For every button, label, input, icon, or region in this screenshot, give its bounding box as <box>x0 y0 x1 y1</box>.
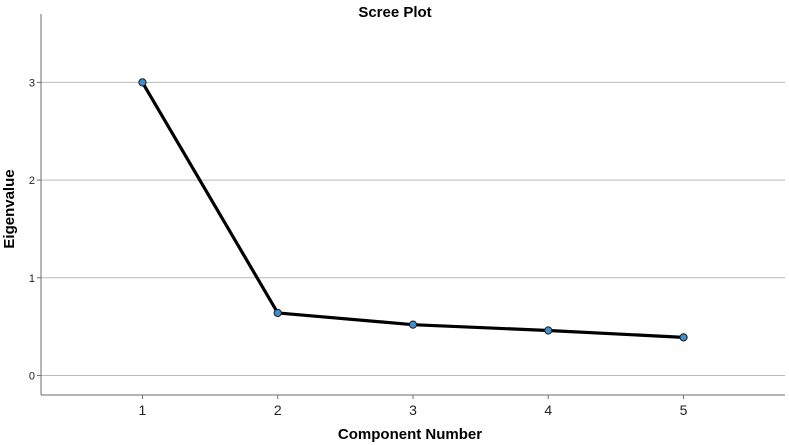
y-axis-ticks: 0 1 2 3 <box>29 77 41 382</box>
eigenvalue-markers <box>138 78 688 342</box>
x-tick-label: 1 <box>139 402 147 418</box>
data-point-4 <box>544 326 553 335</box>
chart-title: Scree Plot <box>358 4 431 21</box>
x-tick-label: 3 <box>409 402 417 418</box>
y-axis-label: Eigenvalue <box>1 169 18 248</box>
series-line <box>140 80 686 339</box>
data-point-2 <box>273 308 282 318</box>
x-axis-label: Component Number <box>338 426 482 443</box>
data-point-5 <box>679 333 688 342</box>
y-tick-label: 2 <box>29 175 35 187</box>
x-axis-ticks: 1 2 3 4 5 <box>139 395 688 418</box>
eigenvalue-line <box>140 80 686 339</box>
y-tick-label: 0 <box>29 370 35 382</box>
data-point-1 <box>138 78 147 87</box>
data-point-3 <box>408 320 418 329</box>
y-tick-label: 3 <box>29 77 35 89</box>
x-tick-label: 2 <box>274 402 282 418</box>
gridlines <box>41 81 785 376</box>
x-tick-label: 5 <box>680 402 688 418</box>
y-tick-label: 1 <box>29 273 35 285</box>
x-tick-label: 4 <box>544 402 552 418</box>
